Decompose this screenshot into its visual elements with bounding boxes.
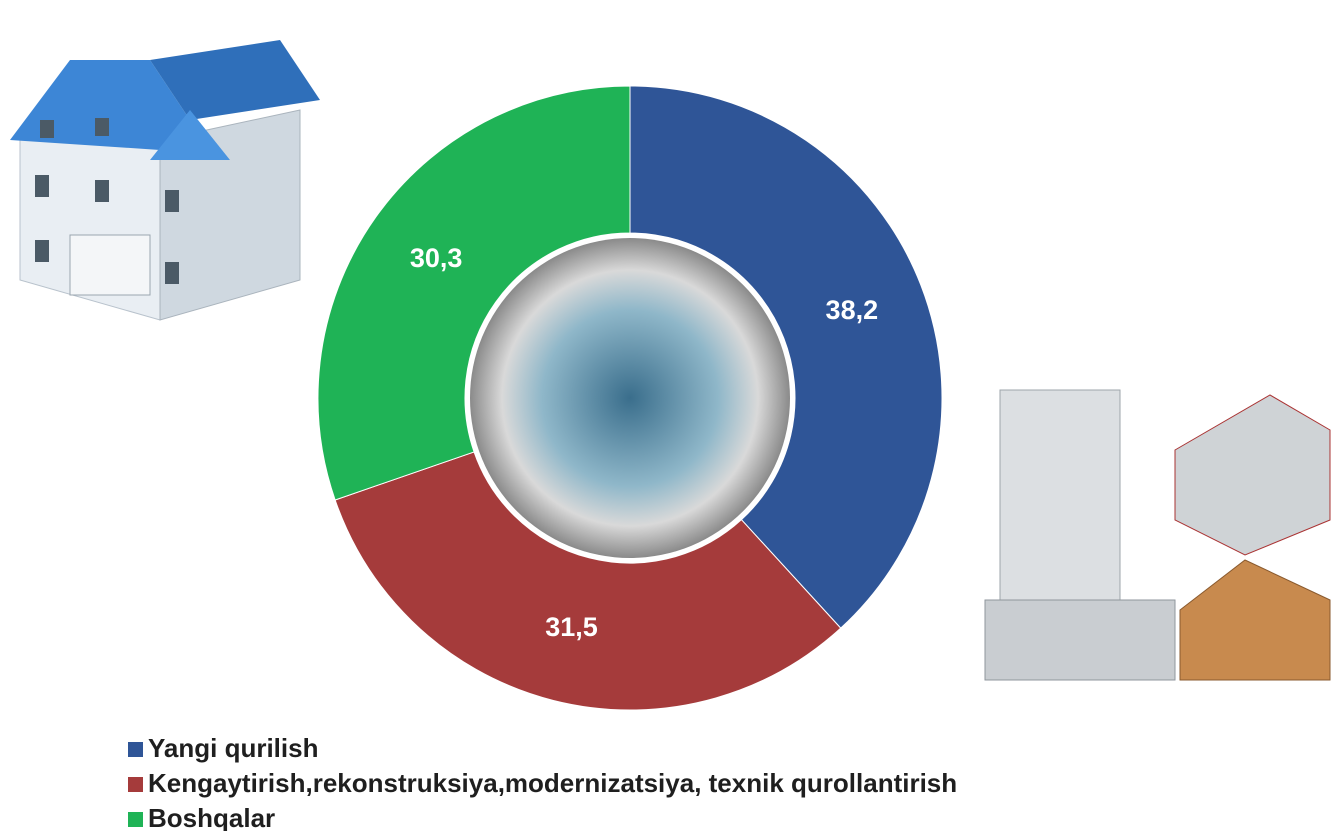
center-image — [470, 238, 790, 558]
data-label: 30,3 — [410, 243, 463, 273]
data-label: 38,2 — [826, 295, 879, 325]
house-illustration — [10, 40, 320, 321]
buildings-illustration — [984, 389, 1331, 681]
legend: Yangi qurilish Kengaytirish,rekonstruksiy… — [128, 733, 957, 831]
legend-swatch — [128, 812, 143, 827]
legend-swatch — [128, 742, 143, 757]
donut-slice — [629, 85, 943, 629]
data-label: 31,5 — [545, 612, 598, 642]
legend-label: Boshqalar — [148, 803, 275, 831]
legend-swatch — [128, 777, 143, 792]
legend-label: Kengaytirish,rekonstruksiya,modernizatsi… — [148, 768, 957, 798]
legend-label: Yangi qurilish — [148, 733, 318, 763]
donut-slice — [334, 451, 842, 711]
donut-slice — [317, 85, 631, 501]
